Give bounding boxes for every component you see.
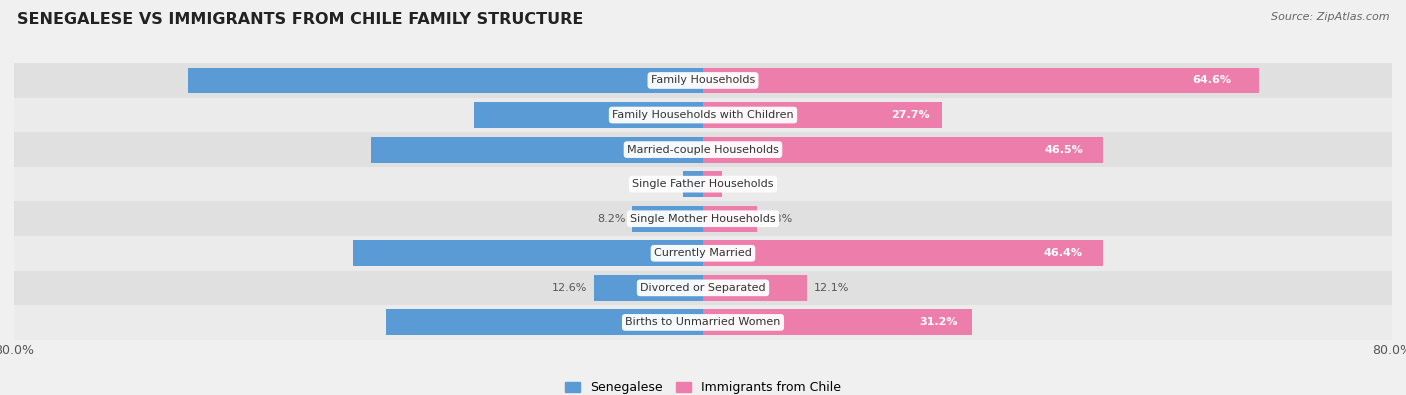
Bar	[387, 309, 703, 335]
Bar	[14, 63, 1392, 98]
Bar	[14, 271, 1392, 305]
Text: 46.5%: 46.5%	[1045, 145, 1084, 154]
Bar	[14, 305, 1392, 340]
Text: Currently Married: Currently Married	[654, 248, 752, 258]
Text: 46.4%: 46.4%	[1043, 248, 1083, 258]
Text: Married-couple Households: Married-couple Households	[627, 145, 779, 154]
Bar	[703, 102, 942, 128]
Text: 2.3%: 2.3%	[648, 179, 676, 189]
Text: Single Father Households: Single Father Households	[633, 179, 773, 189]
Bar	[14, 132, 1392, 167]
Text: Source: ZipAtlas.com: Source: ZipAtlas.com	[1271, 12, 1389, 22]
Bar	[703, 206, 758, 232]
Text: Births to Unmarried Women: Births to Unmarried Women	[626, 318, 780, 327]
Text: 6.3%: 6.3%	[763, 214, 793, 224]
Text: SENEGALESE VS IMMIGRANTS FROM CHILE FAMILY STRUCTURE: SENEGALESE VS IMMIGRANTS FROM CHILE FAMI…	[17, 12, 583, 27]
Text: 2.2%: 2.2%	[728, 179, 758, 189]
Text: 12.6%: 12.6%	[553, 283, 588, 293]
Text: 40.6%: 40.6%	[686, 248, 724, 258]
Bar	[633, 206, 703, 232]
Text: Divorced or Separated: Divorced or Separated	[640, 283, 766, 293]
Bar	[14, 201, 1392, 236]
Bar	[703, 171, 721, 197]
Text: 8.2%: 8.2%	[598, 214, 626, 224]
Text: 38.6%: 38.6%	[686, 145, 725, 154]
Text: 64.6%: 64.6%	[1192, 75, 1232, 85]
Bar	[14, 98, 1392, 132]
Text: Family Households with Children: Family Households with Children	[612, 110, 794, 120]
Bar	[703, 275, 807, 301]
Bar	[474, 102, 703, 128]
Text: 36.8%: 36.8%	[688, 318, 725, 327]
Bar	[14, 167, 1392, 201]
Bar	[371, 137, 703, 163]
Bar	[683, 171, 703, 197]
Text: Single Mother Households: Single Mother Households	[630, 214, 776, 224]
Bar	[595, 275, 703, 301]
Text: 31.2%: 31.2%	[920, 318, 959, 327]
Text: 27.7%: 27.7%	[891, 110, 929, 120]
Bar	[703, 309, 972, 335]
Bar	[703, 68, 1260, 94]
Bar	[703, 240, 1102, 266]
Text: Family Households: Family Households	[651, 75, 755, 85]
Text: 59.8%: 59.8%	[678, 75, 716, 85]
Bar	[188, 68, 703, 94]
Bar	[353, 240, 703, 266]
Text: 12.1%: 12.1%	[814, 283, 849, 293]
Legend: Senegalese, Immigrants from Chile: Senegalese, Immigrants from Chile	[565, 381, 841, 394]
Bar	[14, 236, 1392, 271]
Bar	[703, 137, 1104, 163]
Text: 26.6%: 26.6%	[692, 110, 731, 120]
